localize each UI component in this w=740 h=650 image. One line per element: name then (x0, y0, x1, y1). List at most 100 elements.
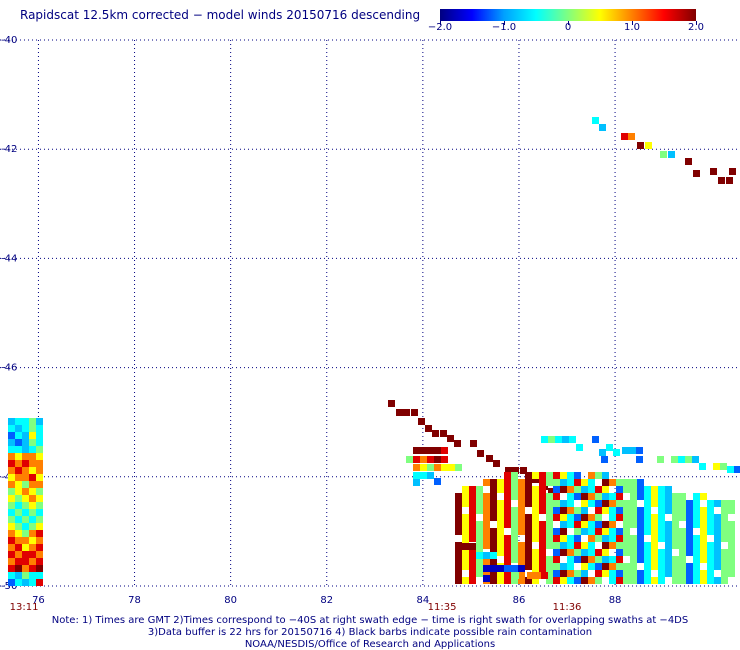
wind-pixel (567, 500, 574, 507)
wind-pixel (483, 542, 490, 549)
wind-pixel (29, 446, 36, 453)
wind-pixel (8, 467, 15, 474)
wind-pixel (36, 551, 43, 558)
wind-pixel (8, 460, 15, 467)
wind-pixel (560, 514, 567, 521)
wind-pixel (602, 500, 609, 507)
wind-pixel (609, 514, 616, 521)
wind-pixel (714, 514, 721, 521)
wind-pixel (497, 486, 504, 493)
wind-pixel (36, 425, 43, 432)
wind-pixel (609, 493, 616, 500)
wind-pixel (553, 514, 560, 521)
wind-pixel (623, 542, 630, 549)
wind-pixel (693, 549, 700, 556)
wind-pixel (562, 436, 569, 443)
wind-pixel (658, 493, 665, 500)
wind-pixel (588, 535, 595, 542)
wind-pixel (553, 542, 560, 549)
wind-pixel (644, 528, 651, 535)
wind-pixel (644, 514, 651, 521)
wind-pixel (574, 493, 581, 500)
wind-pixel (707, 500, 714, 507)
wind-pixel (602, 549, 609, 556)
wind-pixel (420, 456, 427, 463)
wind-pixel (623, 563, 630, 570)
wind-pixel (679, 514, 686, 521)
wind-pixel (462, 493, 469, 500)
wind-pixel (470, 440, 477, 447)
wind-pixel (714, 549, 721, 556)
wind-pixel (427, 464, 434, 471)
wind-pixel (679, 500, 686, 507)
wind-pixel (651, 493, 658, 500)
wind-pixel (15, 481, 22, 488)
wind-pixel (476, 552, 483, 559)
note-line-3: NOAA/NESDIS/Office of Research and Appli… (244, 639, 496, 650)
wind-pixel (420, 472, 427, 479)
wind-pixel (714, 521, 721, 528)
wind-pixel (665, 535, 672, 542)
wind-pixel (483, 570, 490, 577)
wind-pixel (29, 544, 36, 551)
wind-pixel (469, 570, 476, 577)
wind-pixel (734, 466, 740, 473)
wind-pixel (574, 486, 581, 493)
wind-pixel (476, 528, 483, 535)
wind-pixel (553, 549, 560, 556)
wind-pixel (447, 435, 454, 442)
wind-pixel (15, 425, 22, 432)
wind-pixel (483, 514, 490, 521)
wind-pixel (441, 447, 448, 454)
wind-pixel (490, 479, 497, 486)
wind-pixel (518, 479, 525, 486)
wind-pixel (637, 542, 644, 549)
wind-pixel (665, 493, 672, 500)
wind-pixel (630, 500, 637, 507)
wind-pixel (29, 516, 36, 523)
wind-pixel (490, 486, 497, 493)
wind-pixel (532, 563, 539, 570)
wind-pixel (476, 556, 483, 563)
wind-pixel (567, 479, 574, 486)
wind-pixel (581, 556, 588, 563)
wind-pixel (518, 486, 525, 493)
wind-pixel (490, 493, 497, 500)
wind-pixel (574, 535, 581, 542)
wind-pixel (665, 521, 672, 528)
wind-pixel (616, 493, 623, 500)
wind-pixel (581, 507, 588, 514)
wind-pixel (462, 535, 469, 542)
wind-pixel (721, 563, 728, 570)
wind-pixel (671, 456, 678, 463)
wind-pixel (29, 467, 36, 474)
wind-pixel (699, 463, 706, 470)
wind-pixel (707, 577, 714, 584)
wind-pixel (609, 500, 616, 507)
wind-pixel (560, 521, 567, 528)
wind-pixel (672, 556, 679, 563)
wind-pixel (609, 521, 616, 528)
wind-pixel (511, 514, 518, 521)
wind-pixel (588, 577, 595, 584)
wind-pixel (504, 493, 511, 500)
wind-pixel (728, 507, 735, 514)
wind-pixel (595, 556, 602, 563)
wind-pixel (36, 579, 43, 586)
wind-pixel (700, 535, 707, 542)
wind-pixel (518, 549, 525, 556)
wind-pixel (462, 577, 469, 584)
wind-pixel (22, 565, 29, 572)
wind-pixel (546, 493, 553, 500)
wind-pixel (525, 472, 532, 479)
wind-pixel (588, 521, 595, 528)
wind-pixel (493, 460, 500, 467)
wind-pixel (504, 500, 511, 507)
wind-pixel (595, 535, 602, 542)
wind-pixel (525, 549, 532, 556)
wind-pixel (658, 507, 665, 514)
wind-pixel (512, 467, 519, 474)
wind-pixel (36, 516, 43, 523)
wind-pixel (15, 544, 22, 551)
wind-pixel (672, 570, 679, 577)
